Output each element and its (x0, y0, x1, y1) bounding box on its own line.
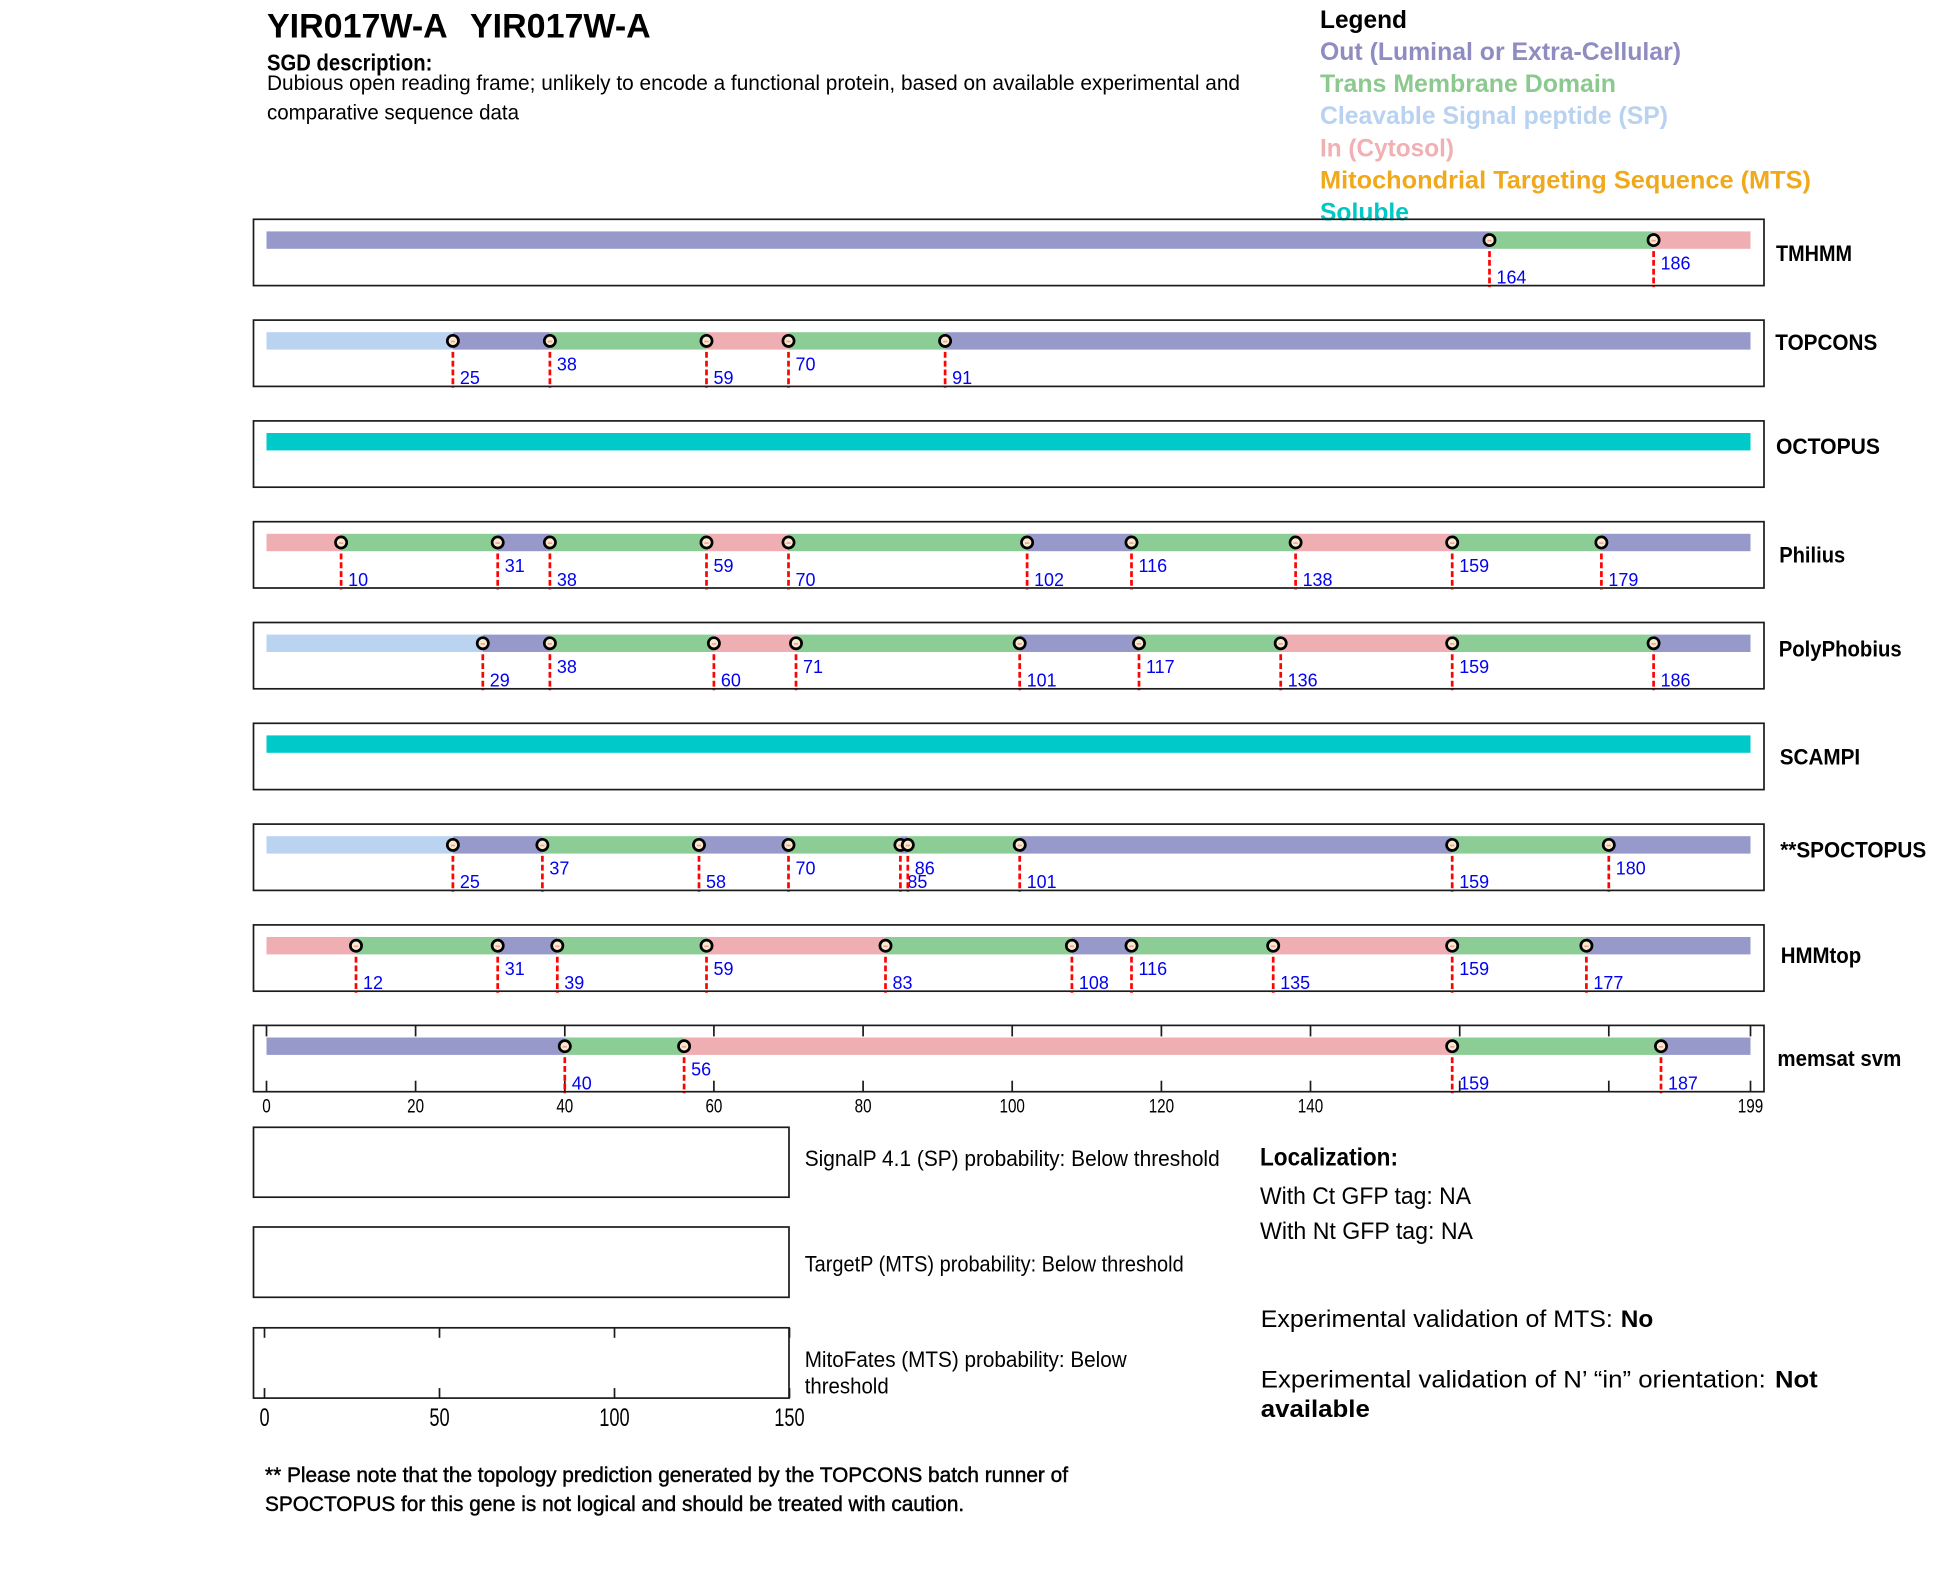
svg-text:186: 186 (1661, 670, 1691, 691)
svg-text:135: 135 (1280, 972, 1310, 993)
svg-text:40: 40 (556, 1096, 573, 1118)
svg-text:SignalP 4.1 (SP) probability:: SignalP 4.1 (SP) probability: Below thre… (805, 1146, 1220, 1171)
svg-text:186: 186 (1661, 253, 1691, 274)
svg-text:Out (Luminal or Extra-Cellular: Out (Luminal or Extra-Cellular) (1320, 38, 1681, 66)
svg-text:100: 100 (599, 1404, 629, 1432)
svg-text:101: 101 (1027, 670, 1057, 691)
svg-text:Not: Not (1775, 1367, 1818, 1394)
svg-text:70: 70 (796, 353, 816, 374)
svg-text:138: 138 (1303, 569, 1333, 590)
svg-text:120: 120 (1149, 1096, 1175, 1118)
svg-text:**SPOCTOPUS: **SPOCTOPUS (1780, 837, 1926, 862)
svg-text:PolyPhobius: PolyPhobius (1779, 637, 1902, 662)
svg-text:199: 199 (1738, 1096, 1763, 1118)
svg-text:comparative sequence data: comparative sequence data (267, 102, 519, 125)
svg-text:Legend: Legend (1320, 6, 1407, 34)
svg-text:threshold: threshold (805, 1374, 889, 1399)
svg-text:86: 86 (915, 857, 935, 878)
svg-text:59: 59 (714, 367, 734, 388)
svg-text:Dubious open reading frame; un: Dubious open reading frame; unlikely to … (267, 72, 1240, 95)
svg-text:Soluble: Soluble (1320, 198, 1409, 226)
svg-text:With Nt GFP tag: NA: With Nt GFP tag: NA (1260, 1218, 1474, 1245)
svg-text:83: 83 (893, 972, 913, 993)
svg-text:159: 159 (1459, 958, 1489, 979)
svg-text:39: 39 (564, 972, 584, 993)
svg-text:38: 38 (557, 656, 577, 677)
svg-text:150: 150 (774, 1404, 804, 1432)
svg-text:31: 31 (505, 555, 525, 576)
svg-text:0: 0 (259, 1404, 269, 1432)
svg-text:25: 25 (460, 367, 480, 388)
svg-text:85: 85 (907, 871, 927, 892)
svg-text:20: 20 (407, 1096, 424, 1118)
svg-text:101: 101 (1027, 871, 1057, 892)
svg-text:TMHMM: TMHMM (1776, 241, 1852, 266)
svg-text:With Ct GFP tag: NA: With Ct GFP tag: NA (1260, 1183, 1472, 1210)
svg-text:memsat svm: memsat svm (1777, 1046, 1901, 1071)
svg-text:100: 100 (1000, 1096, 1026, 1118)
svg-text:159: 159 (1459, 555, 1489, 576)
svg-text:50: 50 (429, 1404, 449, 1432)
svg-text:Mitochondrial Targeting Sequen: Mitochondrial Targeting Sequence (MTS) (1320, 166, 1811, 194)
svg-text:YIR017W-A: YIR017W-A (267, 8, 448, 46)
svg-text:25: 25 (460, 871, 480, 892)
svg-text:Experimental validation of MTS: Experimental validation of MTS: (1261, 1306, 1613, 1333)
svg-text:140: 140 (1298, 1096, 1324, 1118)
svg-text:70: 70 (796, 569, 816, 590)
svg-text:70: 70 (796, 857, 816, 878)
svg-text:116: 116 (1139, 555, 1168, 576)
svg-text:available: available (1261, 1396, 1370, 1423)
svg-text:TOPCONS: TOPCONS (1775, 330, 1877, 355)
svg-text:MitoFates (MTS) probability: B: MitoFates (MTS) probability: Below (805, 1347, 1128, 1372)
svg-text:116: 116 (1139, 958, 1168, 979)
svg-text:180: 180 (1616, 857, 1646, 878)
svg-text:In (Cytosol): In (Cytosol) (1320, 134, 1454, 162)
svg-text:59: 59 (714, 958, 734, 979)
svg-text:Experimental validation of N’: Experimental validation of N’ “in” orien… (1261, 1367, 1766, 1394)
svg-text:SCAMPI: SCAMPI (1780, 744, 1861, 769)
svg-text:159: 159 (1459, 871, 1489, 892)
svg-text:29: 29 (490, 670, 510, 691)
svg-text:Philius: Philius (1779, 543, 1845, 568)
svg-text:HMMtop: HMMtop (1781, 943, 1862, 968)
svg-text:Cleavable Signal peptide (SP): Cleavable Signal peptide (SP) (1320, 102, 1668, 130)
svg-text:59: 59 (714, 555, 734, 576)
svg-text:177: 177 (1593, 972, 1623, 993)
svg-text:** Please note that the topolo: ** Please note that the topology predict… (265, 1464, 1068, 1487)
svg-text:38: 38 (557, 353, 577, 374)
svg-text:91: 91 (952, 367, 972, 388)
svg-text:0: 0 (262, 1096, 271, 1118)
svg-text:TargetP (MTS) probability: Bel: TargetP (MTS) probability: Below thresho… (805, 1251, 1184, 1276)
svg-text:OCTOPUS: OCTOPUS (1776, 434, 1880, 459)
svg-text:179: 179 (1608, 569, 1638, 590)
svg-text:SPOCTOPUS for this gene is not: SPOCTOPUS for this gene is not logical a… (265, 1493, 964, 1516)
svg-text:187: 187 (1668, 1073, 1698, 1094)
svg-text:31: 31 (505, 958, 525, 979)
svg-text:102: 102 (1034, 569, 1064, 590)
svg-text:117: 117 (1146, 656, 1175, 677)
svg-text:60: 60 (721, 670, 741, 691)
svg-text:159: 159 (1459, 1073, 1489, 1094)
svg-text:No: No (1621, 1306, 1654, 1333)
svg-text:60: 60 (705, 1096, 722, 1118)
svg-text:159: 159 (1459, 656, 1489, 677)
svg-text:10: 10 (348, 569, 368, 590)
svg-text:Localization:: Localization: (1260, 1144, 1398, 1172)
svg-text:YIR017W-A: YIR017W-A (470, 8, 651, 46)
svg-text:108: 108 (1079, 972, 1109, 993)
svg-text:164: 164 (1497, 266, 1527, 287)
svg-text:12: 12 (363, 972, 383, 993)
svg-text:Trans Membrane Domain: Trans Membrane Domain (1320, 70, 1616, 98)
svg-text:40: 40 (572, 1073, 592, 1094)
svg-text:71: 71 (803, 656, 823, 677)
svg-text:38: 38 (557, 569, 577, 590)
svg-text:SGD description:: SGD description: (267, 50, 432, 76)
svg-text:37: 37 (549, 857, 569, 878)
svg-text:80: 80 (855, 1096, 872, 1118)
svg-text:56: 56 (691, 1059, 711, 1080)
svg-text:136: 136 (1288, 670, 1318, 691)
svg-text:58: 58 (706, 871, 726, 892)
